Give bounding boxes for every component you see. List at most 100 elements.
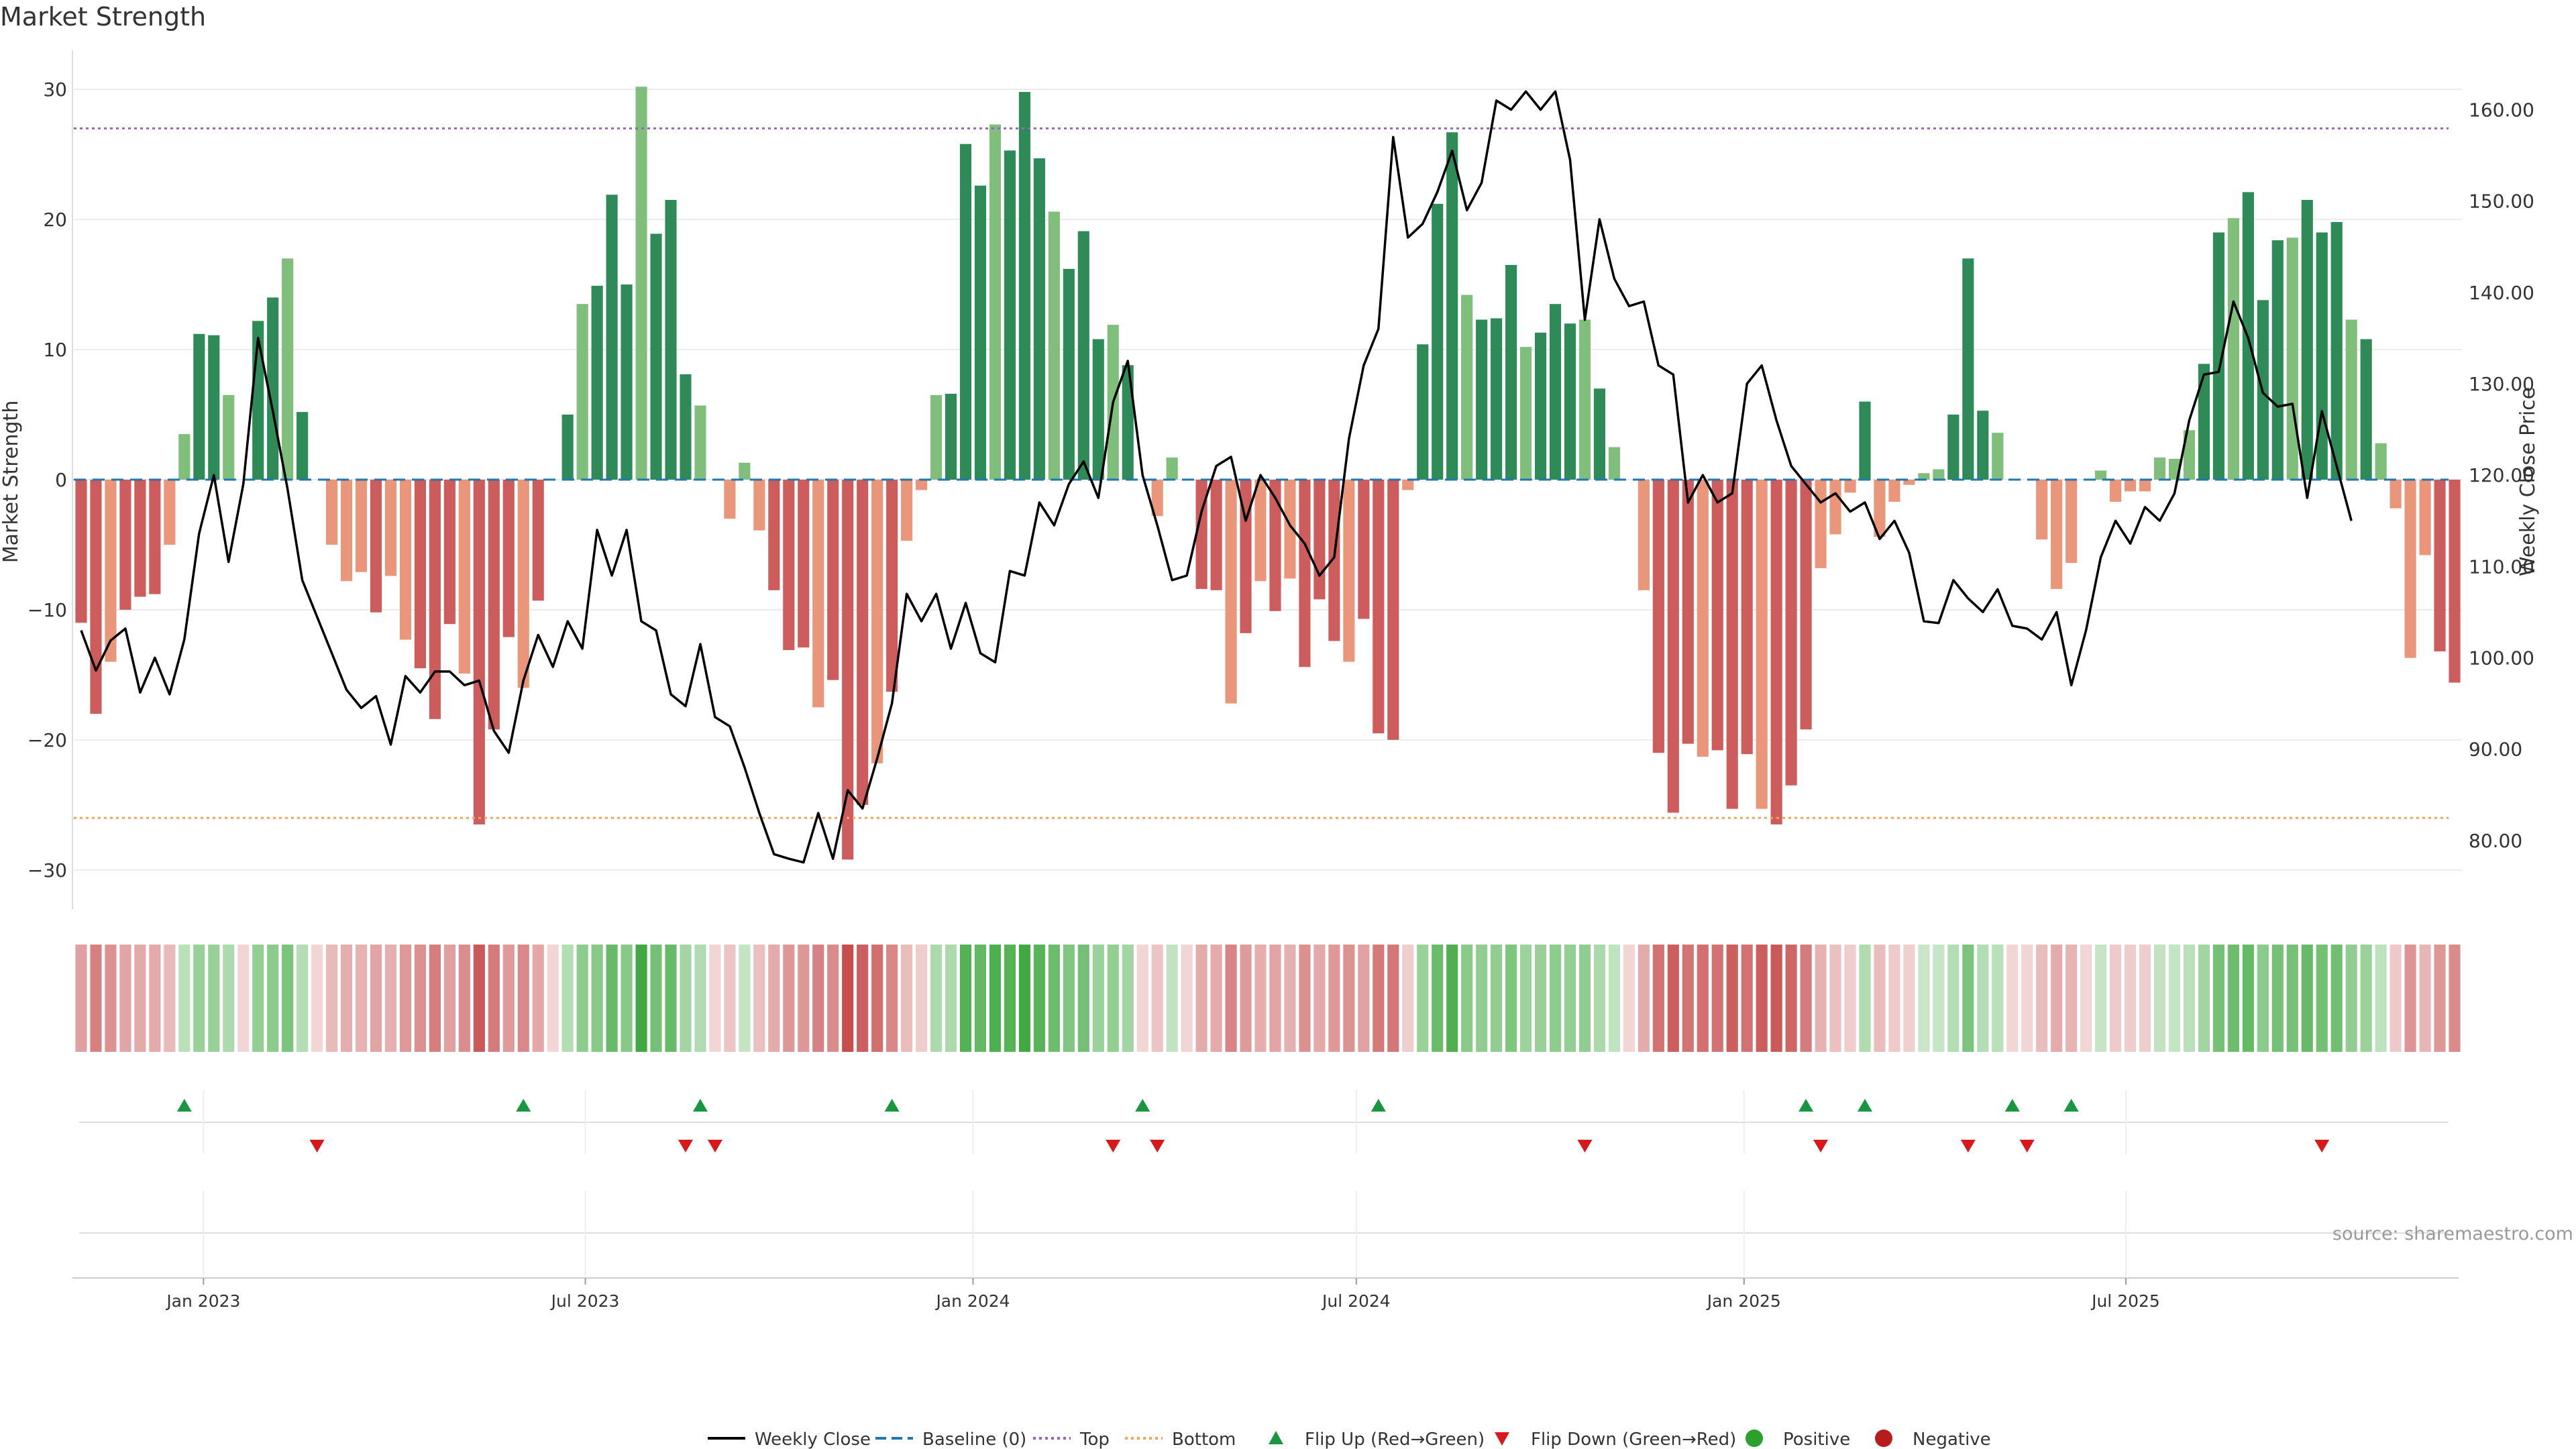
heat-strip <box>75 945 2461 1052</box>
heat-cell <box>1815 945 1827 1052</box>
legend-flip-up-swatch <box>1269 1431 1283 1444</box>
heat-cell <box>1844 945 1856 1052</box>
strength-bar <box>2390 480 2402 508</box>
strength-bar <box>282 258 294 480</box>
heat-cell <box>1564 945 1576 1052</box>
strength-bar <box>576 304 588 480</box>
strength-bar <box>2227 218 2239 480</box>
y-tick-label: 0 <box>55 469 67 491</box>
heat-cell <box>1387 945 1399 1052</box>
strength-bar <box>1491 318 1503 480</box>
x-tick-label: Jan 2025 <box>1706 1291 1781 1311</box>
heat-cell <box>930 945 943 1052</box>
heat-cell <box>223 945 235 1052</box>
legend-bottom-label: Bottom <box>1172 1430 1236 1449</box>
strength-bar <box>1284 480 1296 579</box>
heat-cell <box>1682 945 1694 1052</box>
flip-up-marker <box>2063 1099 2079 1112</box>
heat-cell <box>1328 945 1340 1052</box>
heat-cell <box>2390 945 2402 1052</box>
strength-bar <box>1992 433 2004 480</box>
strength-bar <box>119 480 131 610</box>
heat-cell <box>1122 945 1134 1052</box>
strength-bar <box>694 405 706 480</box>
x-tick-label: Jan 2023 <box>165 1291 240 1311</box>
y2-tick-label: 100.00 <box>2469 647 2534 669</box>
strength-bar <box>1240 480 1252 633</box>
strength-bar <box>739 462 751 480</box>
legend-flip-down-swatch <box>1495 1432 1509 1446</box>
heat-cell <box>2316 945 2328 1052</box>
heat-cell <box>2404 945 2416 1052</box>
heat-cell <box>1004 945 1016 1052</box>
heat-cell <box>2301 945 2313 1052</box>
flip-down-marker <box>1150 1140 1165 1152</box>
strength-bar <box>1918 473 1930 480</box>
heat-cell <box>1446 945 1458 1052</box>
heat-cell <box>827 945 839 1052</box>
heat-cell <box>1638 945 1650 1052</box>
chart-title: Market Strength <box>0 2 206 32</box>
strength-bar <box>193 333 205 480</box>
heat-cell <box>2095 945 2107 1052</box>
heat-cell <box>252 945 264 1052</box>
heat-cell <box>2227 945 2239 1052</box>
heat-cell <box>2198 945 2210 1052</box>
strength-bar <box>443 480 455 625</box>
source-note: source: sharemaestro.com <box>2332 1224 2573 1244</box>
heat-cell <box>1623 945 1635 1052</box>
flip-up-marker <box>516 1099 531 1112</box>
heat-cell <box>2242 945 2254 1052</box>
heat-cell <box>1933 945 1945 1052</box>
strength-bar <box>1933 469 1945 480</box>
strength-bar <box>1534 332 1547 480</box>
heat-cell <box>1048 945 1060 1052</box>
heat-cell <box>443 945 455 1052</box>
heat-cell <box>1829 945 1841 1052</box>
strength-bar <box>1874 480 1886 537</box>
flip-up-marker <box>1799 1099 1814 1112</box>
flip-down-marker <box>678 1140 693 1152</box>
strength-bar <box>2316 232 2328 480</box>
strength-bar <box>1461 294 1473 480</box>
heat-cell <box>1225 945 1237 1052</box>
heat-cell <box>1063 945 1075 1052</box>
strength-bars <box>75 87 2461 860</box>
heat-cell <box>488 945 500 1052</box>
heat-cell <box>1726 945 1738 1052</box>
heat-cell <box>1210 945 1222 1052</box>
strength-bar <box>1859 401 1871 480</box>
heat-cell <box>237 945 250 1052</box>
strength-bar <box>1726 480 1738 809</box>
heat-cell <box>989 945 1002 1052</box>
heat-cell <box>2434 945 2446 1052</box>
strength-bar <box>458 480 470 674</box>
heat-cell <box>1269 945 1281 1052</box>
strength-bar <box>1299 480 1311 667</box>
strength-bar <box>989 124 1002 480</box>
strength-bar <box>1446 132 1458 480</box>
heat-cell <box>783 945 795 1052</box>
heat-cell <box>1534 945 1547 1052</box>
heat-cell <box>414 945 426 1052</box>
heat-cell <box>1018 945 1030 1052</box>
strength-bar <box>2153 458 2166 480</box>
y2-tick-label: 90.00 <box>2469 739 2522 761</box>
strength-bar <box>414 480 426 669</box>
heat-cell <box>384 945 397 1052</box>
strength-bar <box>384 480 397 576</box>
y-axis-label: Market Strength <box>0 400 23 563</box>
x-tick-label: Jul 2025 <box>2090 1291 2160 1311</box>
heat-cell <box>753 945 765 1052</box>
strength-bar <box>1077 231 1089 480</box>
strength-bar <box>1608 447 1620 480</box>
flip-up-marker <box>884 1099 900 1112</box>
strength-bar <box>2036 480 2048 540</box>
strength-bar <box>105 480 117 662</box>
strength-bar <box>621 284 633 480</box>
flip-down-marker <box>2019 1140 2035 1152</box>
legend-negative-label: Negative <box>1913 1430 1991 1449</box>
heat-cell <box>2345 945 2357 1052</box>
strength-bar <box>2198 364 2210 480</box>
heat-cell <box>1874 945 1886 1052</box>
